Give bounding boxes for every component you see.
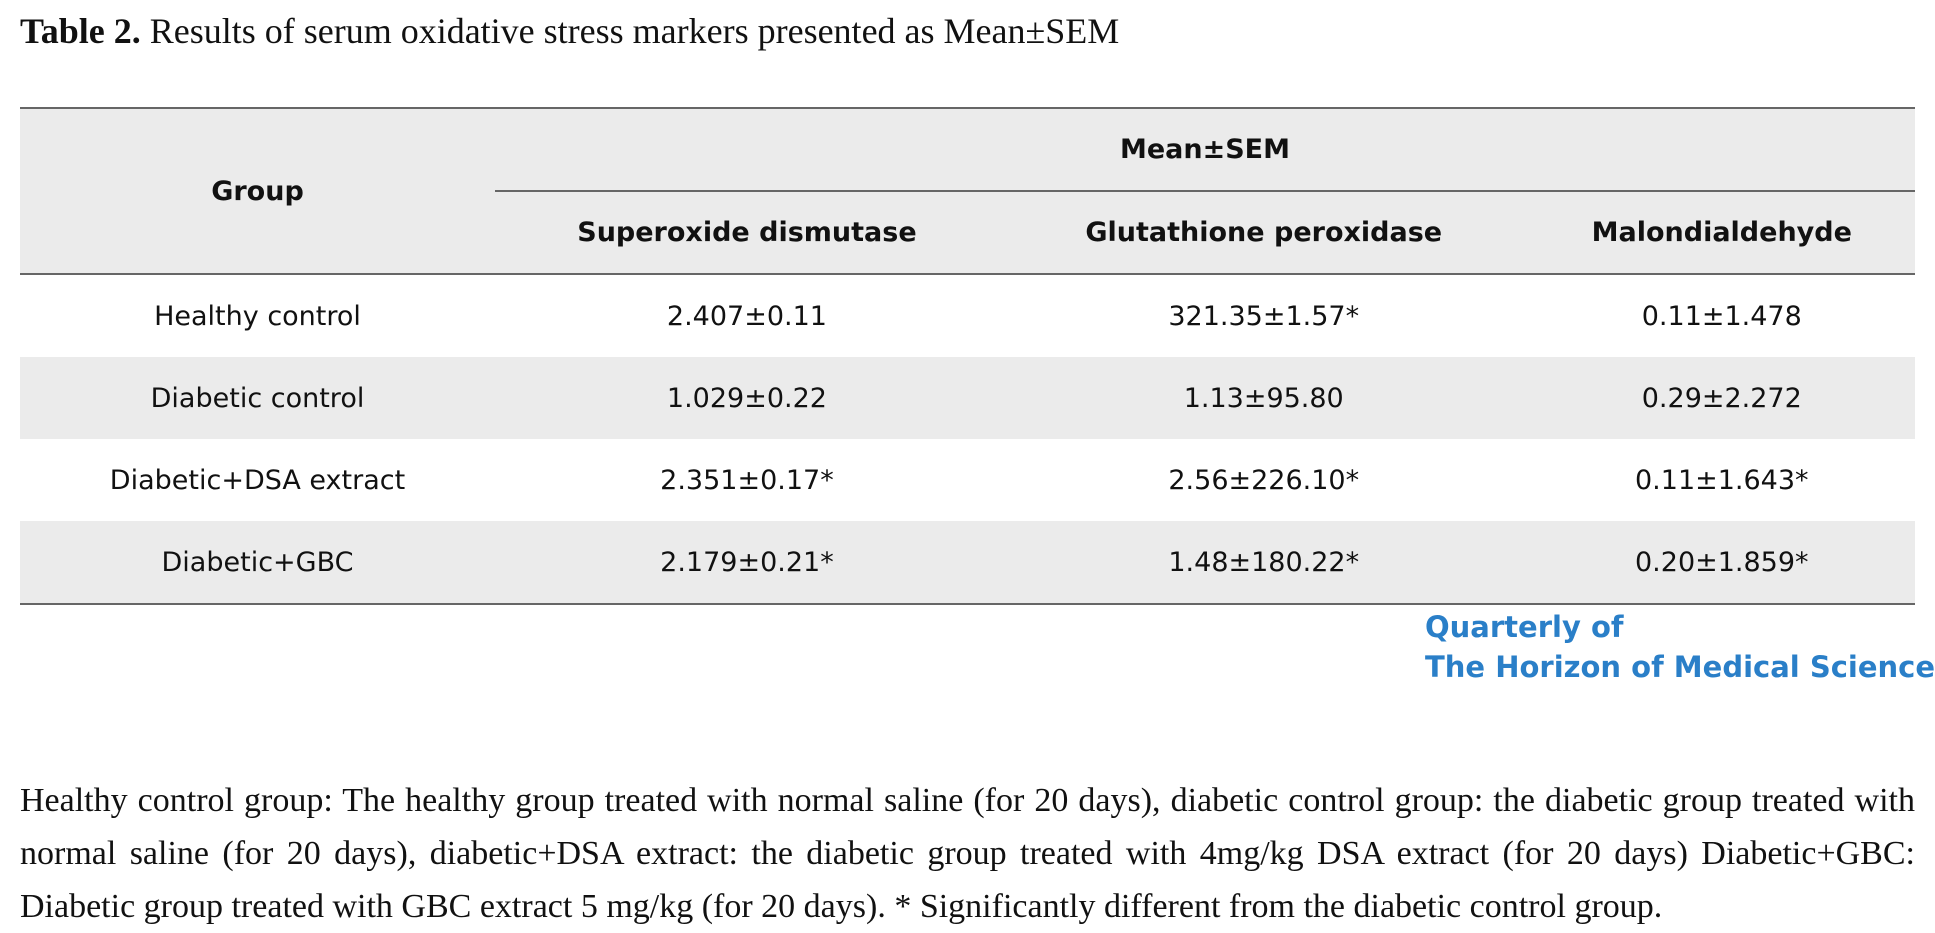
table-row: Diabetic control 1.029±0.22 1.13±95.80 0… <box>20 357 1915 439</box>
malondialdehyde-header: Malondialdehyde <box>1528 191 1915 275</box>
journal-logo: Quarterly of The Horizon of Medical Scie… <box>1425 607 1935 687</box>
table-row: Diabetic+GBC 2.179±0.21* 1.48±180.22* 0.… <box>20 521 1915 605</box>
group-cell: Diabetic+DSA extract <box>109 464 406 496</box>
table-row: Healthy control 2.407±0.11 321.35±1.57* … <box>20 274 1915 357</box>
group-column-header: Group <box>20 107 495 275</box>
table-row: Diabetic+DSA extract 2.351±0.17* 2.56±22… <box>20 439 1915 521</box>
journal-logo-line-1: Quarterly of <box>1425 610 1624 644</box>
value-cell: 321.35±1.57* <box>1168 300 1360 332</box>
group-cell: Diabetic control <box>150 382 365 414</box>
group-cell: Healthy control <box>154 300 361 332</box>
superoxide-dismutase-header: Superoxide dismutase <box>495 191 999 275</box>
value-cell: 0.11±1.643* <box>1635 464 1809 496</box>
journal-logo-line-2: The Horizon of Medical Sciences <box>1425 650 1935 684</box>
group-cell: Diabetic+GBC <box>20 521 495 605</box>
value-cell: 2.56±226.10* <box>1168 464 1360 496</box>
value-cell: 2.407±0.11 <box>666 300 827 332</box>
glutathione-peroxidase-header: Glutathione peroxidase <box>998 191 1529 275</box>
table-caption: Table 2. Results of serum oxidative stre… <box>20 10 1119 52</box>
value-cell: 2.179±0.21* <box>495 521 999 605</box>
value-cell: 0.11±1.478 <box>1641 300 1802 332</box>
value-cell: 0.20±1.859* <box>1528 521 1915 605</box>
mean-sem-header: Mean±SEM <box>495 107 1915 192</box>
value-cell: 1.13±95.80 <box>1183 382 1344 414</box>
value-cell: 1.029±0.22 <box>666 382 827 414</box>
value-cell: 0.29±2.272 <box>1641 382 1802 414</box>
oxidative-stress-table: Group Mean±SEM Superoxide dismutase Glut… <box>20 107 1915 605</box>
table-footnote: Healthy control group: The healthy group… <box>20 782 1915 925</box>
value-cell: 1.48±180.22* <box>998 521 1529 605</box>
table-caption-label: Table 2. <box>20 11 141 51</box>
value-cell: 2.351±0.17* <box>660 464 834 496</box>
table-caption-text: Results of serum oxidative stress marker… <box>149 11 1120 51</box>
